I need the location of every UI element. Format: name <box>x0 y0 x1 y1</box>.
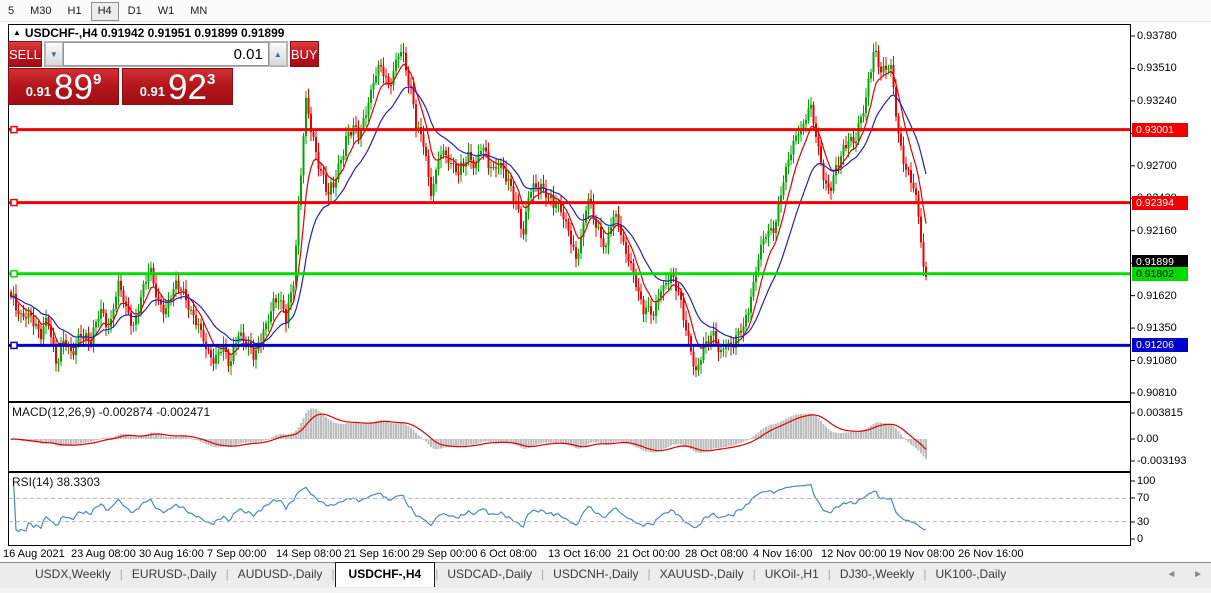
tab-separator: | <box>331 567 335 581</box>
tab-usdchf-h4[interactable]: USDCHF-,H4 <box>334 562 436 587</box>
timeframe-toolbar: 5 M30 H1 H4 D1 W1 MN <box>0 0 1211 22</box>
tab-separator: | <box>752 567 756 581</box>
tab-separator: | <box>647 567 651 581</box>
tab-separator: | <box>541 567 545 581</box>
tab-separator: | <box>435 567 439 581</box>
buy-price-pip: 3 <box>206 71 216 88</box>
timeframe-button-d1[interactable]: D1 <box>127 5 142 17</box>
tab-bar-border <box>0 562 1211 563</box>
volume-increase-button[interactable]: ▲ <box>268 42 287 66</box>
tab-audusd-daily[interactable]: AUDUSD-,Daily <box>237 567 323 581</box>
timeframe-button-5[interactable]: 5 <box>8 5 15 17</box>
macd-indicator-label: MACD(12,26,9) -0.002874 -0.002471 <box>12 405 211 419</box>
timeframe-button-h1[interactable]: H1 <box>67 5 82 17</box>
chevron-up-icon: ▲ <box>273 49 282 59</box>
sell-price-prefix: 0.91 <box>25 84 52 99</box>
timeframe-button-m30[interactable]: M30 <box>30 5 52 17</box>
level-line-anchor <box>10 270 18 278</box>
tab-separator: | <box>827 567 831 581</box>
chart-title-text: USDCHF-,H4 0.91942 0.91951 0.91899 0.918… <box>24 26 285 40</box>
macd-plot <box>10 408 927 460</box>
rsi-panel-frame <box>8 472 1131 546</box>
timeframe-button-mn[interactable]: MN <box>190 5 208 17</box>
tab-separator: | <box>119 567 123 581</box>
volume-decrease-button[interactable]: ▼ <box>44 42 63 66</box>
buy-price-prefix: 0.91 <box>139 84 166 99</box>
rsi-indicator-label: RSI(14) 38.3303 <box>12 475 101 489</box>
tab-scroll-left-icon[interactable]: ◄ <box>1166 569 1177 580</box>
tab-separator: | <box>923 567 927 581</box>
tab-dj30-weekly[interactable]: DJ30-,Weekly <box>839 567 915 581</box>
chart-tabs: USDX,Weekly | EURUSD-,Daily | AUDUSD-,Daily |… <box>26 562 1015 588</box>
tab-usdcad-daily[interactable]: USDCAD-,Daily <box>447 567 533 581</box>
tab-uk100-daily[interactable]: UK100-,Daily <box>935 567 1007 581</box>
sell-price-pip: 9 <box>92 71 102 88</box>
timeframe-button-h4[interactable]: H4 <box>90 2 119 21</box>
tab-separator: | <box>225 567 229 581</box>
level-line-anchor <box>10 341 18 350</box>
buy-price-display[interactable]: 0.91 92 3 <box>122 68 233 105</box>
tab-usdx-weekly[interactable]: USDX,Weekly <box>35 567 111 581</box>
buy-price-big: 92 <box>168 68 207 108</box>
tab-scroll-right-icon[interactable]: ► <box>1193 569 1203 580</box>
buy-button[interactable]: BUY <box>289 41 319 67</box>
timeframe-button-w1[interactable]: W1 <box>157 5 175 17</box>
tab-scroll-arrows: ◄ ► <box>1152 569 1203 580</box>
level-line-anchor <box>10 125 18 134</box>
tab-ukoil-h1[interactable]: UKOil-,H1 <box>764 567 819 581</box>
rsi-plot <box>12 480 927 533</box>
sell-price-display[interactable]: 0.91 89 9 <box>8 68 119 105</box>
tab-usdcnh-daily[interactable]: USDCNH-,Daily <box>553 567 639 581</box>
volume-control: ▼ ▲ <box>43 41 288 67</box>
sell-button[interactable]: SELL <box>8 41 42 67</box>
chevron-down-icon: ▼ <box>49 49 58 59</box>
chart-tab-bar: USDX,Weekly | EURUSD-,Daily | AUDUSD-,Daily |… <box>0 562 1211 588</box>
volume-input[interactable] <box>62 42 269 66</box>
tab-eurusd-daily[interactable]: EURUSD-,Daily <box>131 567 217 581</box>
chart-title: ▲ USDCHF-,H4 0.91942 0.91951 0.91899 0.91… <box>13 26 284 40</box>
level-line-anchor <box>10 198 18 207</box>
collapse-arrow-icon[interactable]: ▲ <box>13 28 21 37</box>
tab-xauusd-daily[interactable]: XAUUSD-,Daily <box>659 567 744 581</box>
one-click-trading-panel: SELL ▼ ▲ BUY 0.91 89 9 0.91 92 3 <box>8 41 319 105</box>
window-bottom-strip <box>0 588 1211 593</box>
sell-price-big: 89 <box>54 68 93 108</box>
